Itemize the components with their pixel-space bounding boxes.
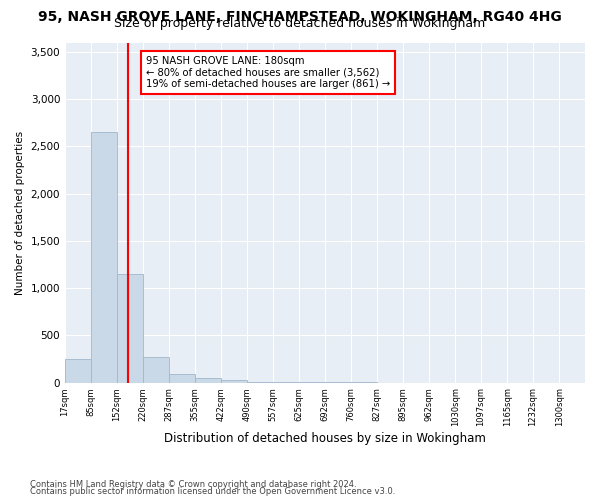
Text: 95 NASH GROVE LANE: 180sqm
← 80% of detached houses are smaller (3,562)
19% of s: 95 NASH GROVE LANE: 180sqm ← 80% of deta… xyxy=(146,56,390,90)
Text: Size of property relative to detached houses in Wokingham: Size of property relative to detached ho… xyxy=(115,18,485,30)
Text: Contains HM Land Registry data © Crown copyright and database right 2024.: Contains HM Land Registry data © Crown c… xyxy=(30,480,356,489)
Bar xyxy=(196,378,221,382)
Text: Contains public sector information licensed under the Open Government Licence v3: Contains public sector information licen… xyxy=(30,488,395,496)
X-axis label: Distribution of detached houses by size in Wokingham: Distribution of detached houses by size … xyxy=(164,432,486,445)
Bar xyxy=(65,359,91,382)
Bar xyxy=(91,132,117,382)
Bar xyxy=(143,357,169,382)
Y-axis label: Number of detached properties: Number of detached properties xyxy=(15,130,25,294)
Bar xyxy=(221,380,247,382)
Bar xyxy=(169,374,195,382)
Bar xyxy=(117,274,143,382)
Text: 95, NASH GROVE LANE, FINCHAMPSTEAD, WOKINGHAM, RG40 4HG: 95, NASH GROVE LANE, FINCHAMPSTEAD, WOKI… xyxy=(38,10,562,24)
